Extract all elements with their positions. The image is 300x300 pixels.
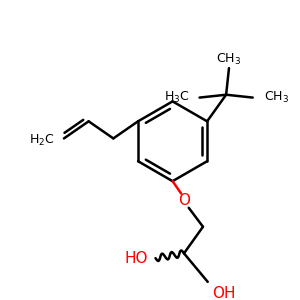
Text: CH$_3$: CH$_3$ (216, 52, 242, 67)
Text: OH: OH (212, 286, 236, 300)
Text: H$_2$C: H$_2$C (29, 133, 54, 148)
Text: O: O (178, 193, 190, 208)
Text: HO: HO (124, 250, 148, 266)
Text: CH$_3$: CH$_3$ (264, 90, 289, 105)
Text: H$_3$C: H$_3$C (164, 90, 189, 105)
